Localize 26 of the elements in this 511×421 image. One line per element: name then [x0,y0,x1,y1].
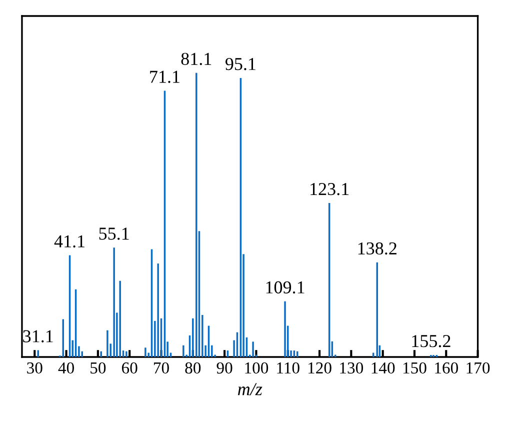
x-tick-label: 170 [466,362,490,374]
x-tick-label: 70 [154,362,169,374]
x-tick-label: 80 [185,362,201,374]
annotation: 81.1 [181,52,212,66]
annotation: 95.1 [225,58,256,70]
x-tick-label: 50 [90,362,106,374]
annotation: 55.1 [99,228,129,240]
x-tick-label: 160 [435,362,458,374]
x-tick-label: 90 [216,362,232,374]
x-tick-label: 130 [340,362,364,374]
annotation: 123.1 [310,183,349,196]
x-tick-label: 110 [277,362,300,374]
annotation: 31.1 [23,330,53,342]
annotation: 155.2 [412,335,450,348]
annotation: 138.2 [358,242,396,255]
annotation: 109.1 [266,281,304,294]
x-tick-label: 140 [372,362,395,374]
x-tick-label: 30 [27,362,42,374]
annotation: 41.1 [54,235,84,248]
x-tick-label: 40 [58,362,74,374]
x-tick-label: 150 [403,362,426,374]
x-axis-title: m/z [238,383,262,396]
x-tick-label: 100 [245,362,268,374]
x-tick-label: 60 [122,362,138,374]
annotation: 71.1 [150,70,180,83]
x-tick-label: 120 [308,362,332,374]
